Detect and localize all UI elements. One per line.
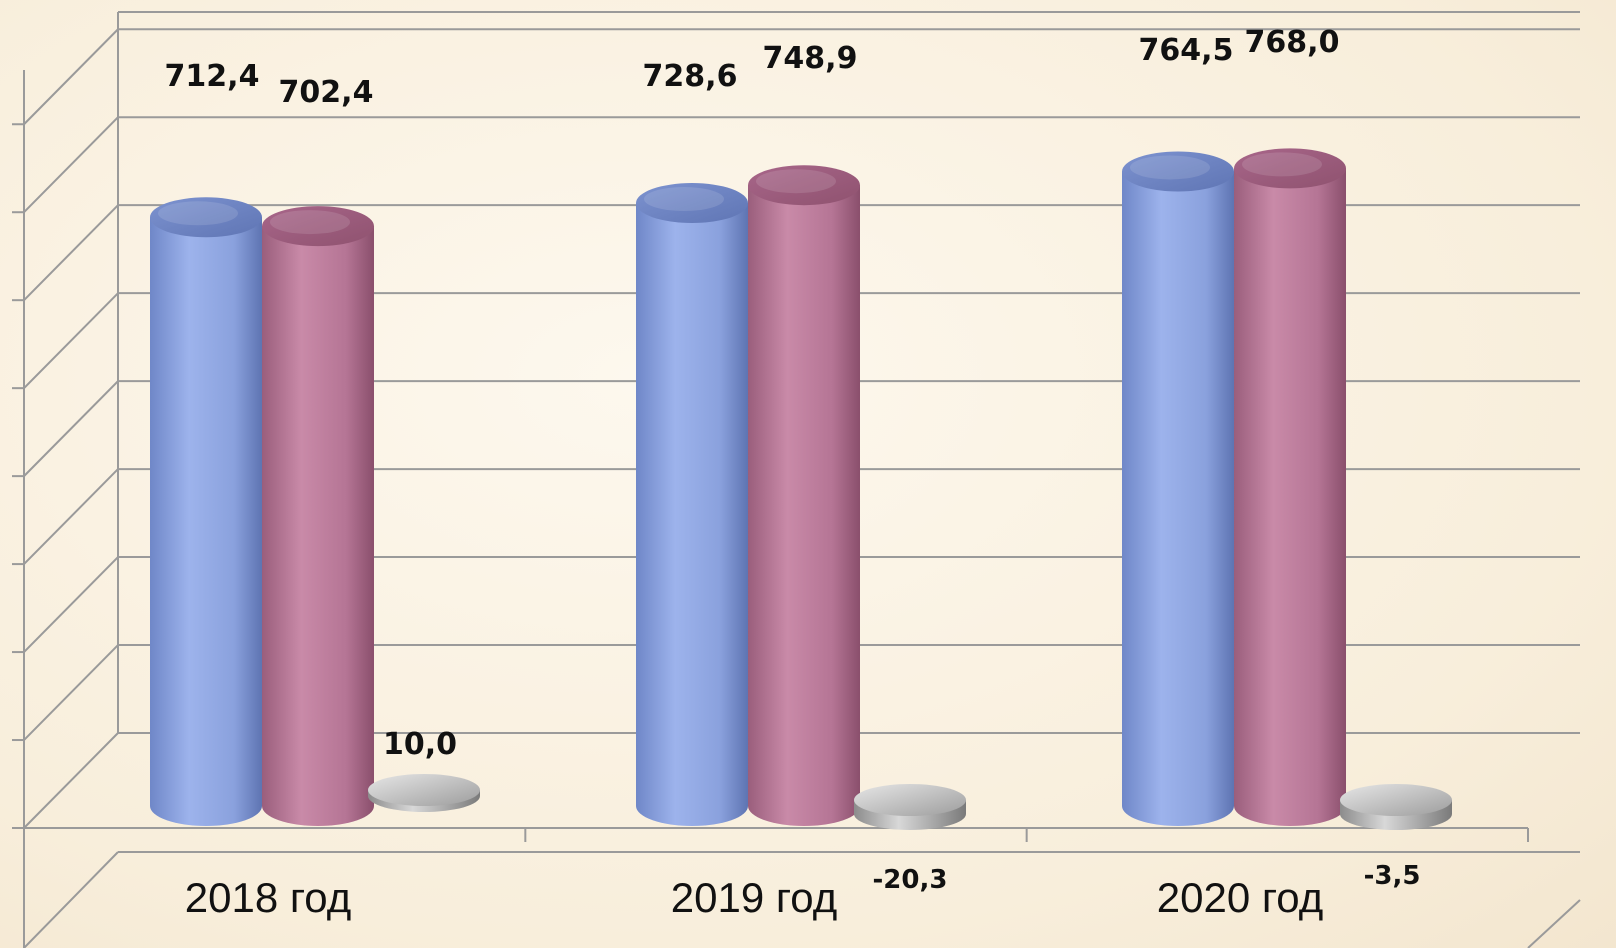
bar-top bbox=[636, 183, 748, 224]
bar-top-highlight bbox=[158, 201, 238, 226]
data-label: 10,0 bbox=[383, 727, 457, 762]
floor-right-edge bbox=[1527, 899, 1581, 948]
side-gridline bbox=[23, 732, 119, 829]
data-labels: 712,4 728,6 764,5 702,4 748,9 768,0 10,0 -20,3 -… bbox=[165, 25, 1421, 895]
side-gridline bbox=[23, 204, 119, 301]
category-label: 2020 год bbox=[1157, 874, 1323, 921]
bar-top bbox=[1234, 148, 1346, 189]
side-gridline bbox=[23, 380, 119, 477]
bar-body bbox=[748, 185, 860, 826]
category-label: 2019 год bbox=[671, 874, 837, 921]
floor-side-edge bbox=[23, 851, 119, 948]
data-label: 728,6 bbox=[643, 59, 738, 94]
bar-s0-2 bbox=[1122, 151, 1234, 826]
data-label: 702,4 bbox=[279, 75, 374, 110]
category-label: 2018 год bbox=[185, 874, 351, 921]
bar-body bbox=[1234, 168, 1346, 827]
bar-s1-1 bbox=[748, 165, 860, 826]
side-gridline bbox=[23, 116, 119, 213]
data-label: -3,5 bbox=[1364, 861, 1421, 891]
bar-body bbox=[1122, 171, 1234, 826]
data-label: -20,3 bbox=[873, 865, 948, 895]
side-gridline bbox=[23, 28, 119, 125]
category-labels: 2018 год 2019 год 2020 год bbox=[185, 874, 1323, 921]
bar-top-highlight bbox=[644, 187, 724, 212]
data-label: 712,4 bbox=[165, 59, 260, 94]
data-label: 764,5 bbox=[1139, 33, 1234, 68]
bar-top bbox=[748, 165, 860, 206]
side-gridline bbox=[23, 556, 119, 653]
bar-top bbox=[262, 206, 374, 247]
bar-s1-2 bbox=[1234, 148, 1346, 827]
bar-top-highlight bbox=[1242, 152, 1322, 177]
disc-top bbox=[368, 774, 480, 806]
bar-s2-1 bbox=[854, 784, 966, 830]
bars bbox=[150, 148, 1452, 830]
bar-s0-1 bbox=[636, 183, 748, 826]
data-label: 768,0 bbox=[1245, 25, 1340, 60]
disc-top bbox=[854, 784, 966, 816]
bar-top-highlight bbox=[756, 169, 836, 194]
bar-s2-0 bbox=[368, 774, 480, 812]
bar-s0-0 bbox=[150, 197, 262, 826]
bar-s2-2 bbox=[1340, 784, 1452, 830]
side-gridline bbox=[23, 644, 119, 741]
side-gridline bbox=[23, 292, 119, 389]
bar-body bbox=[636, 203, 748, 826]
bar-top bbox=[150, 197, 262, 238]
bar-s1-0 bbox=[262, 206, 374, 826]
data-label: 748,9 bbox=[763, 41, 858, 76]
bar-top-highlight bbox=[1130, 155, 1210, 180]
bar-top bbox=[1122, 151, 1234, 192]
bar-top-highlight bbox=[270, 210, 350, 235]
side-gridline bbox=[23, 468, 119, 565]
bar-body bbox=[262, 226, 374, 826]
disc-top bbox=[1340, 784, 1452, 816]
bar-body bbox=[150, 217, 262, 826]
